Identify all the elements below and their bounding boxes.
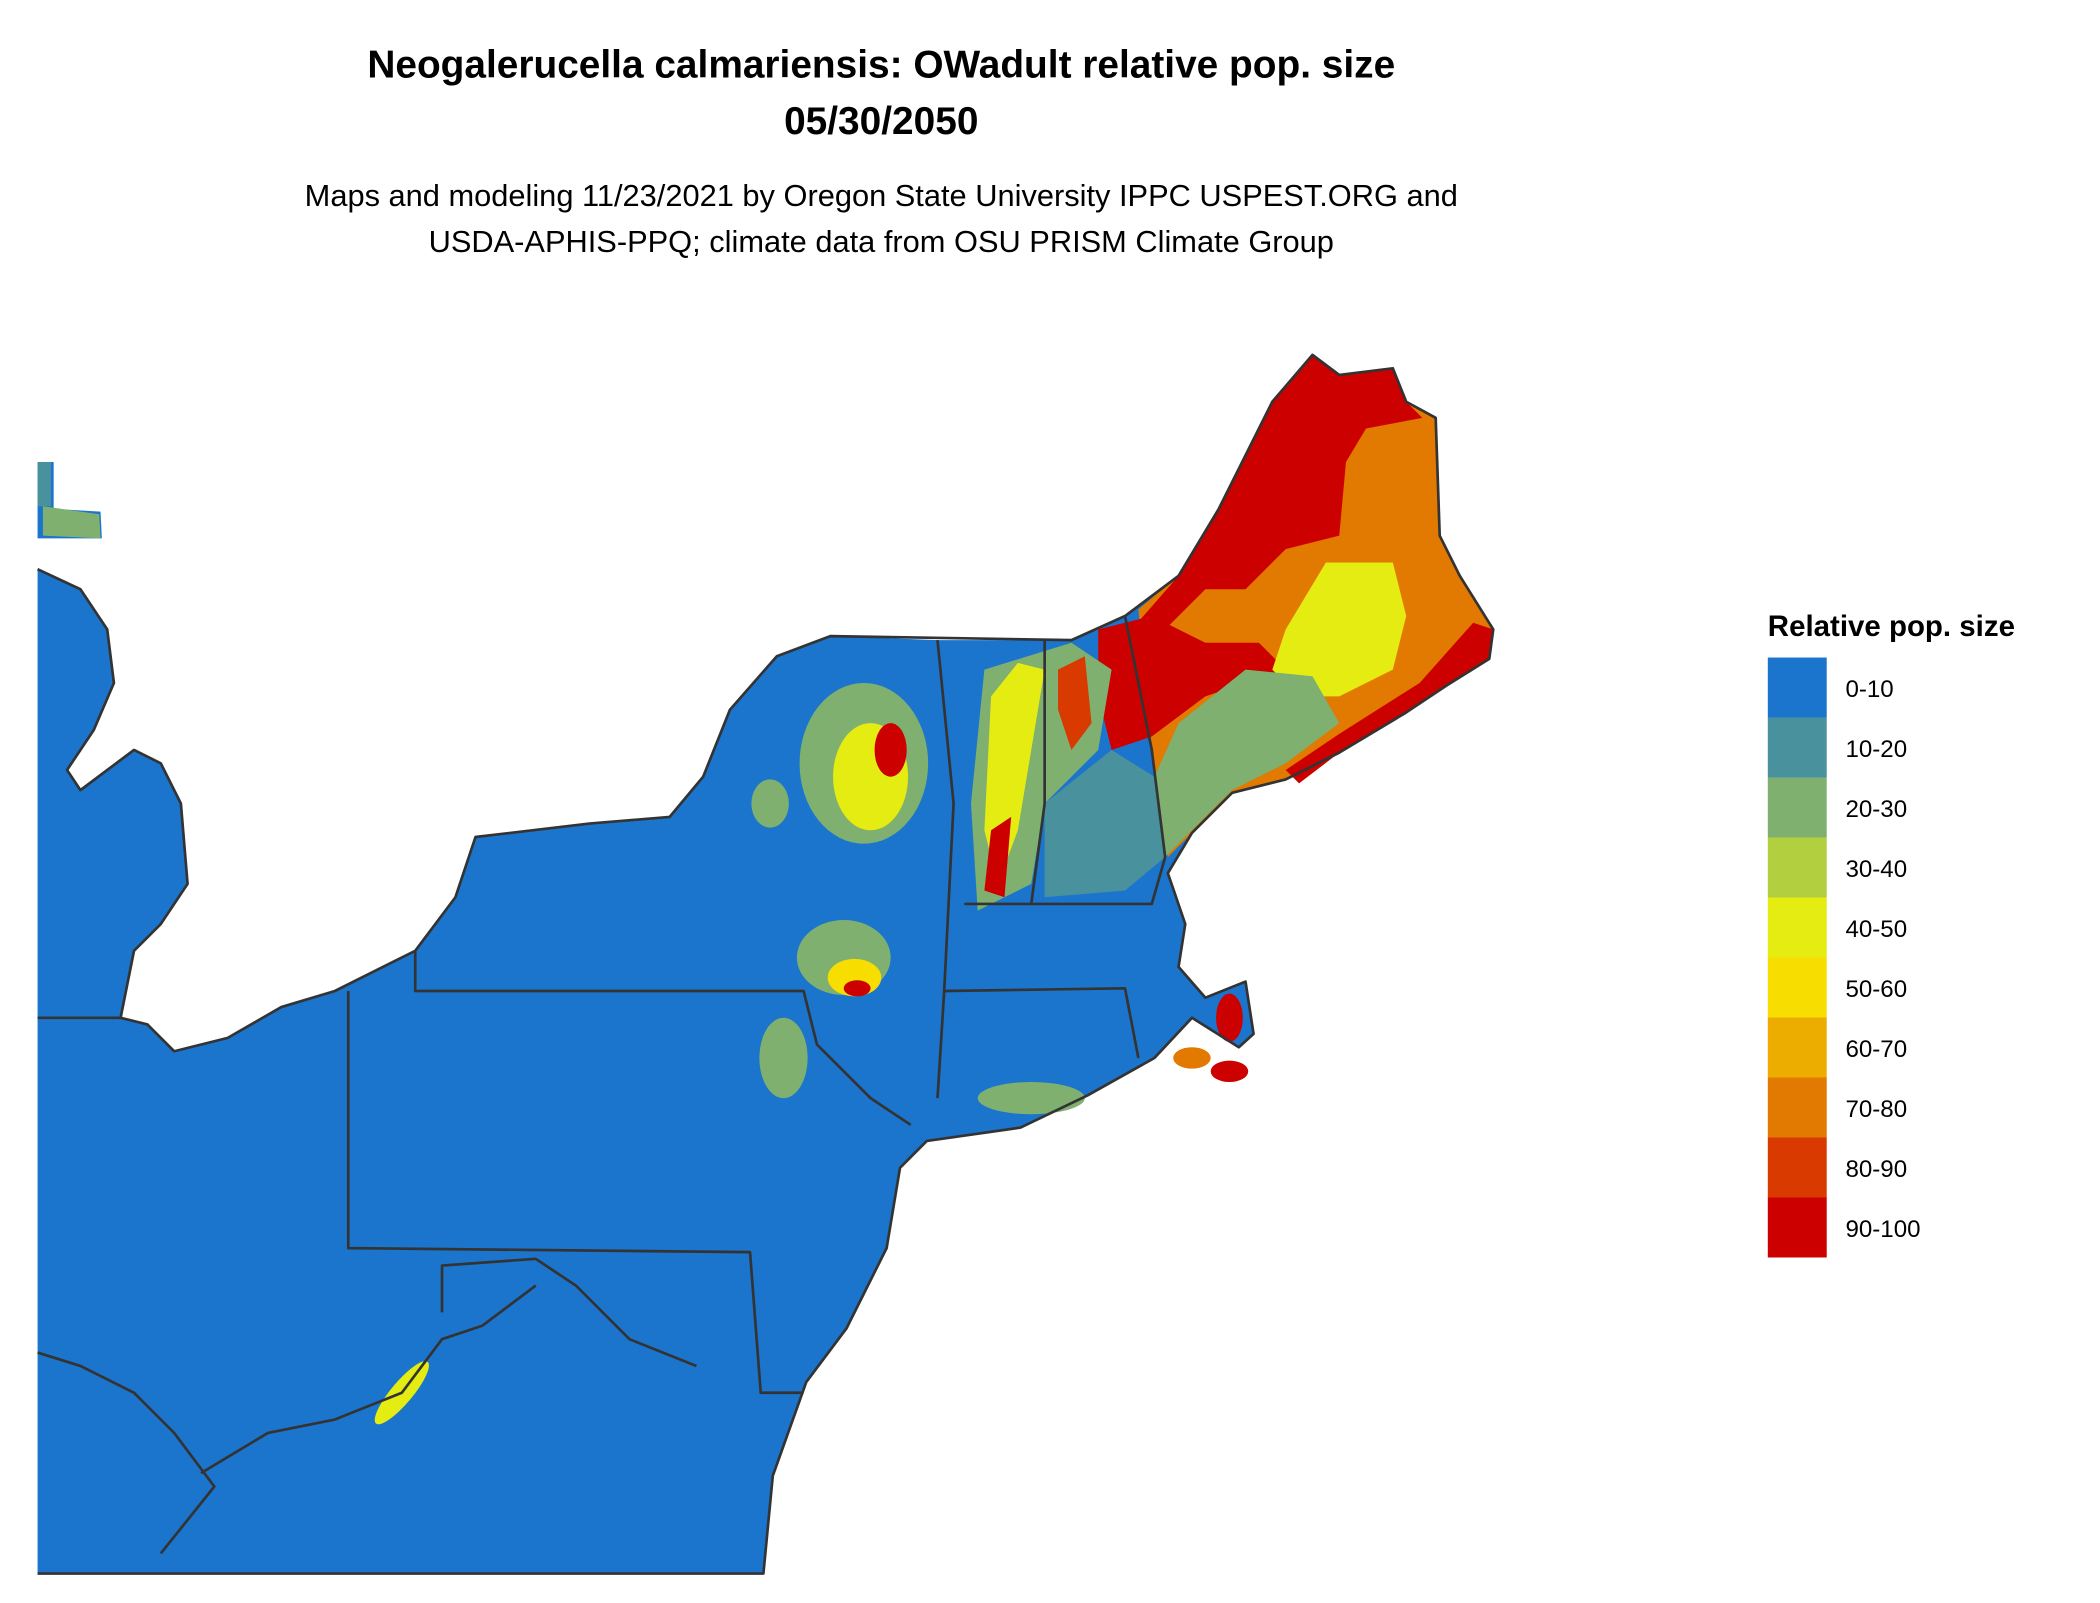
legend-label: 80-90 xyxy=(1845,1156,1907,1183)
map xyxy=(37,353,1495,1575)
legend-label: 10-20 xyxy=(1845,736,1907,763)
patch xyxy=(1154,669,1340,858)
legend-label: 90-100 xyxy=(1845,1216,1920,1243)
subtitle-line: Maps and modeling 11/23/2021 by Oregon S… xyxy=(305,178,1458,213)
legend-label: 0-10 xyxy=(1845,676,1893,703)
patch xyxy=(874,723,907,777)
patch xyxy=(42,506,101,539)
patch xyxy=(984,816,1012,898)
legend-key xyxy=(1767,1197,1827,1258)
legend-title: Relative pop. size xyxy=(1768,610,2015,643)
legend-key xyxy=(1767,1017,1827,1078)
patch xyxy=(37,462,51,507)
legend-key xyxy=(1767,777,1827,838)
patch xyxy=(1131,354,1423,670)
patch xyxy=(1210,1060,1249,1083)
legend-label: 60-70 xyxy=(1845,1036,1907,1063)
patch xyxy=(977,1082,1085,1115)
legend-key xyxy=(1767,1137,1827,1198)
legend-key xyxy=(1767,1077,1827,1138)
patch xyxy=(1285,622,1494,784)
state-borders xyxy=(37,353,1495,1575)
patch xyxy=(843,980,871,997)
legend-label: 30-40 xyxy=(1845,856,1907,883)
patch xyxy=(1058,656,1092,750)
patch xyxy=(1173,1047,1211,1069)
legend-key xyxy=(1767,657,1827,718)
legend-label: 20-30 xyxy=(1845,796,1907,823)
legend-key xyxy=(1767,837,1827,898)
date: 05/30/2050 xyxy=(784,100,978,143)
patch xyxy=(751,779,789,828)
legend-key xyxy=(1767,897,1827,958)
border xyxy=(37,567,189,1020)
legend-label: 70-80 xyxy=(1845,1096,1907,1123)
border xyxy=(37,353,1495,1575)
legend-label: 40-50 xyxy=(1845,916,1907,943)
legend: 0-10 10-20 20-30 30-40 40-50 50-60 60-70 70-80 8… xyxy=(1767,657,1921,1258)
legend-key xyxy=(1767,717,1827,778)
legend-key xyxy=(1767,957,1827,1018)
legend-label: 50-60 xyxy=(1845,976,1907,1003)
title: Neogalerucella calmariensis: OWadult rel… xyxy=(367,44,1395,87)
subtitle-line: USDA-APHIS-PPQ; climate data from OSU PR… xyxy=(429,224,1334,259)
border xyxy=(37,615,1167,1555)
patch xyxy=(759,1017,808,1099)
patch xyxy=(1216,993,1243,1042)
patch xyxy=(1044,749,1166,898)
